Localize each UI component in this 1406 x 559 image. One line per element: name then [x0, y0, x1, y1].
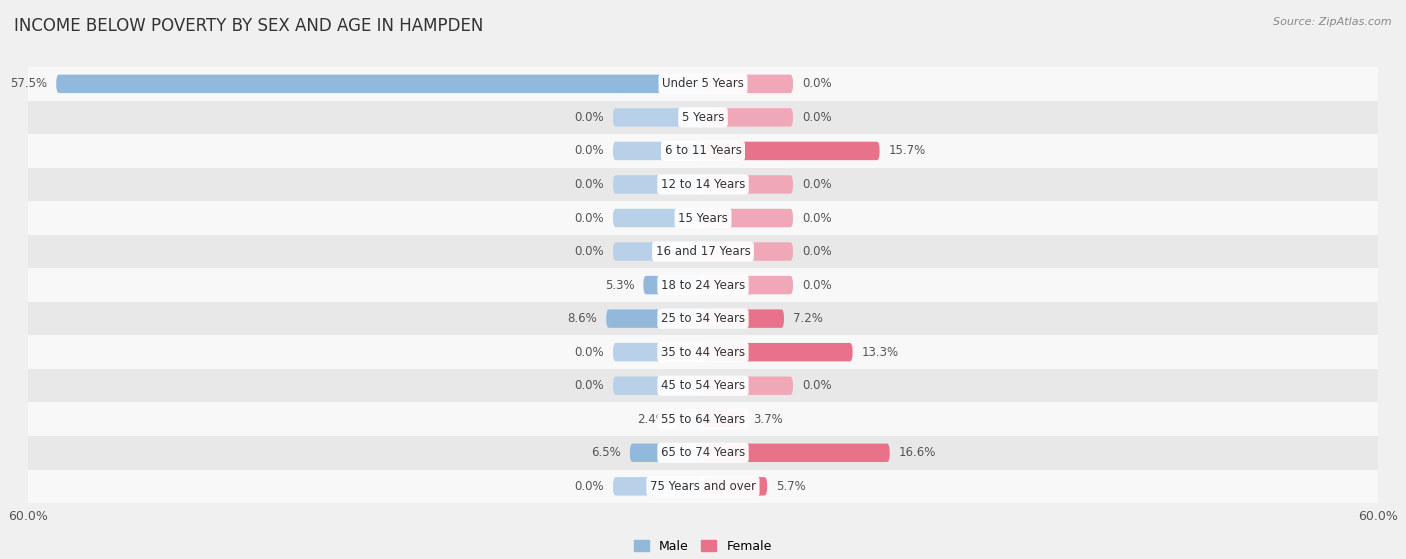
Text: 16 and 17 Years: 16 and 17 Years: [655, 245, 751, 258]
Text: 5.3%: 5.3%: [605, 278, 634, 292]
FancyBboxPatch shape: [56, 74, 703, 93]
Text: 35 to 44 Years: 35 to 44 Years: [661, 345, 745, 359]
FancyBboxPatch shape: [703, 142, 880, 160]
FancyBboxPatch shape: [613, 209, 703, 227]
FancyBboxPatch shape: [703, 343, 852, 362]
Bar: [28, 134, 1378, 168]
Bar: [28, 168, 1378, 201]
FancyBboxPatch shape: [703, 477, 768, 496]
Bar: [28, 402, 1378, 436]
FancyBboxPatch shape: [613, 477, 703, 496]
Text: 0.0%: 0.0%: [575, 211, 605, 225]
FancyBboxPatch shape: [703, 108, 793, 126]
Bar: [28, 470, 1378, 503]
Text: 5.7%: 5.7%: [776, 480, 806, 493]
Bar: [28, 268, 1378, 302]
Bar: [28, 235, 1378, 268]
Text: Source: ZipAtlas.com: Source: ZipAtlas.com: [1274, 17, 1392, 27]
Text: 45 to 54 Years: 45 to 54 Years: [661, 379, 745, 392]
Bar: [28, 67, 1378, 101]
Bar: [28, 101, 1378, 134]
Text: 57.5%: 57.5%: [10, 77, 48, 91]
FancyBboxPatch shape: [703, 410, 745, 429]
Bar: [28, 335, 1378, 369]
Text: 5 Years: 5 Years: [682, 111, 724, 124]
FancyBboxPatch shape: [703, 377, 793, 395]
Text: 65 to 74 Years: 65 to 74 Years: [661, 446, 745, 459]
FancyBboxPatch shape: [703, 276, 793, 294]
Text: Under 5 Years: Under 5 Years: [662, 77, 744, 91]
Text: 0.0%: 0.0%: [801, 111, 831, 124]
Text: 8.6%: 8.6%: [568, 312, 598, 325]
Text: 15 Years: 15 Years: [678, 211, 728, 225]
FancyBboxPatch shape: [703, 243, 793, 260]
Text: 0.0%: 0.0%: [801, 77, 831, 91]
FancyBboxPatch shape: [630, 444, 703, 462]
FancyBboxPatch shape: [613, 243, 703, 260]
Bar: [28, 302, 1378, 335]
Text: 18 to 24 Years: 18 to 24 Years: [661, 278, 745, 292]
FancyBboxPatch shape: [644, 276, 703, 294]
Text: 7.2%: 7.2%: [793, 312, 823, 325]
Text: 0.0%: 0.0%: [575, 245, 605, 258]
Text: 2.4%: 2.4%: [637, 413, 666, 426]
Text: 3.7%: 3.7%: [754, 413, 783, 426]
Text: 0.0%: 0.0%: [575, 379, 605, 392]
Text: 13.3%: 13.3%: [862, 345, 898, 359]
FancyBboxPatch shape: [613, 175, 703, 193]
Text: 12 to 14 Years: 12 to 14 Years: [661, 178, 745, 191]
FancyBboxPatch shape: [613, 142, 703, 160]
FancyBboxPatch shape: [703, 175, 793, 193]
Text: 0.0%: 0.0%: [801, 211, 831, 225]
FancyBboxPatch shape: [703, 209, 793, 227]
Text: 0.0%: 0.0%: [575, 345, 605, 359]
Text: 0.0%: 0.0%: [801, 245, 831, 258]
FancyBboxPatch shape: [703, 74, 793, 93]
Text: 0.0%: 0.0%: [575, 144, 605, 158]
Bar: [28, 369, 1378, 402]
Text: 16.6%: 16.6%: [898, 446, 936, 459]
Text: 6.5%: 6.5%: [591, 446, 621, 459]
Bar: [28, 436, 1378, 470]
FancyBboxPatch shape: [676, 410, 703, 429]
FancyBboxPatch shape: [703, 444, 890, 462]
Text: 0.0%: 0.0%: [575, 111, 605, 124]
Text: 0.0%: 0.0%: [801, 379, 831, 392]
Text: 55 to 64 Years: 55 to 64 Years: [661, 413, 745, 426]
Text: 0.0%: 0.0%: [575, 178, 605, 191]
FancyBboxPatch shape: [613, 343, 703, 362]
Text: 0.0%: 0.0%: [575, 480, 605, 493]
FancyBboxPatch shape: [606, 310, 703, 328]
Text: 15.7%: 15.7%: [889, 144, 925, 158]
FancyBboxPatch shape: [613, 108, 703, 126]
Text: 6 to 11 Years: 6 to 11 Years: [665, 144, 741, 158]
Text: 25 to 34 Years: 25 to 34 Years: [661, 312, 745, 325]
Text: 75 Years and over: 75 Years and over: [650, 480, 756, 493]
Text: 0.0%: 0.0%: [801, 178, 831, 191]
Text: 0.0%: 0.0%: [801, 278, 831, 292]
Text: INCOME BELOW POVERTY BY SEX AND AGE IN HAMPDEN: INCOME BELOW POVERTY BY SEX AND AGE IN H…: [14, 17, 484, 35]
FancyBboxPatch shape: [613, 377, 703, 395]
FancyBboxPatch shape: [703, 310, 785, 328]
Legend: Male, Female: Male, Female: [630, 535, 776, 558]
Bar: [28, 201, 1378, 235]
